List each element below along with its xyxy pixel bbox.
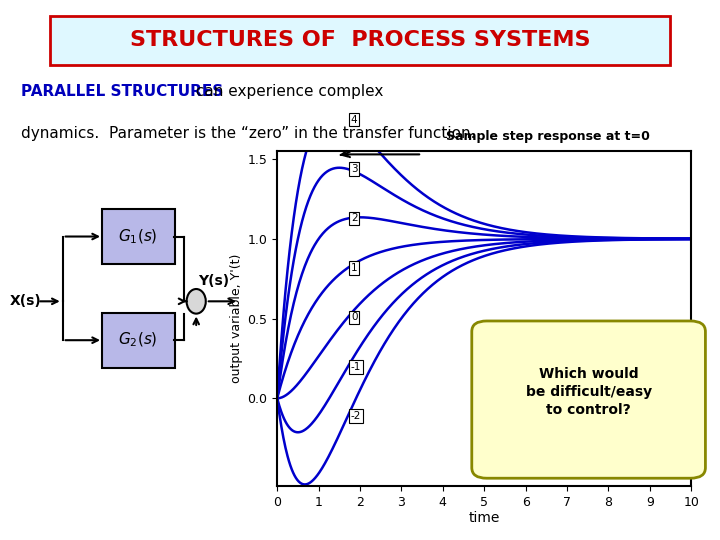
Text: Y(s): Y(s) [198, 274, 230, 288]
Text: $G_2(s)$: $G_2(s)$ [119, 331, 158, 349]
Text: PARALLEL STRUCTURES: PARALLEL STRUCTURES [22, 84, 224, 99]
X-axis label: time: time [469, 511, 500, 525]
Text: $G_1(s)$: $G_1(s)$ [119, 227, 158, 246]
Text: can experience complex: can experience complex [191, 84, 383, 99]
FancyBboxPatch shape [102, 313, 175, 368]
FancyBboxPatch shape [472, 321, 706, 478]
Text: 1: 1 [351, 263, 358, 273]
Circle shape [186, 289, 206, 314]
Y-axis label: output variable, Y'(t): output variable, Y'(t) [230, 254, 243, 383]
Text: Sample step response at t=0: Sample step response at t=0 [446, 130, 650, 143]
Text: -1: -1 [351, 362, 361, 372]
FancyBboxPatch shape [102, 209, 175, 264]
Text: 4: 4 [351, 114, 358, 125]
Text: X(s): X(s) [10, 294, 42, 308]
Text: STRUCTURES OF  PROCESS SYSTEMS: STRUCTURES OF PROCESS SYSTEMS [130, 30, 590, 51]
Text: 3: 3 [351, 164, 358, 174]
Text: Which would
be difficult/easy
to control?: Which would be difficult/easy to control… [526, 367, 652, 417]
Text: dynamics.  Parameter is the “zero” in the transfer function.: dynamics. Parameter is the “zero” in the… [22, 126, 476, 141]
Text: 2: 2 [351, 213, 358, 224]
Text: -2: -2 [351, 411, 361, 421]
Text: 0: 0 [351, 312, 357, 322]
FancyBboxPatch shape [50, 16, 670, 65]
